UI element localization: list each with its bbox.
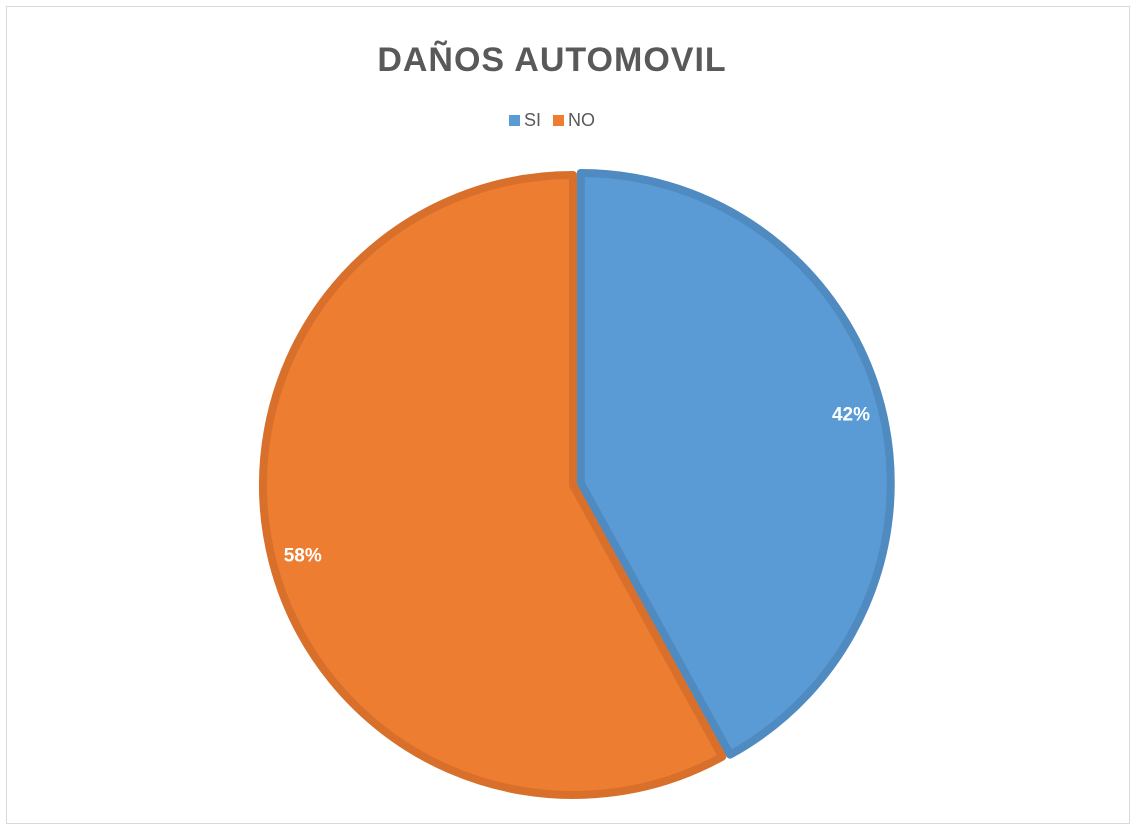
legend-item-no: NO bbox=[553, 110, 595, 131]
pie-chart: 42% 58% bbox=[259, 169, 895, 799]
data-label-si: 42% bbox=[832, 405, 870, 426]
legend-swatch-si bbox=[508, 115, 520, 126]
chart-area: DAÑOS AUTOMOVIL SI NO 42% 58% bbox=[6, 6, 1130, 824]
legend-item-si: SI bbox=[508, 110, 541, 131]
chart-title: DAÑOS AUTOMOVIL bbox=[377, 41, 727, 79]
legend: SI NO bbox=[7, 110, 1097, 131]
pie-slice-si bbox=[576, 169, 895, 759]
legend-swatch-no bbox=[553, 115, 564, 126]
legend-label-si: SI bbox=[523, 110, 541, 130]
pie-slice-no bbox=[259, 171, 727, 799]
data-label-no: 58% bbox=[284, 545, 322, 566]
legend-label-no: NO bbox=[568, 110, 595, 130]
